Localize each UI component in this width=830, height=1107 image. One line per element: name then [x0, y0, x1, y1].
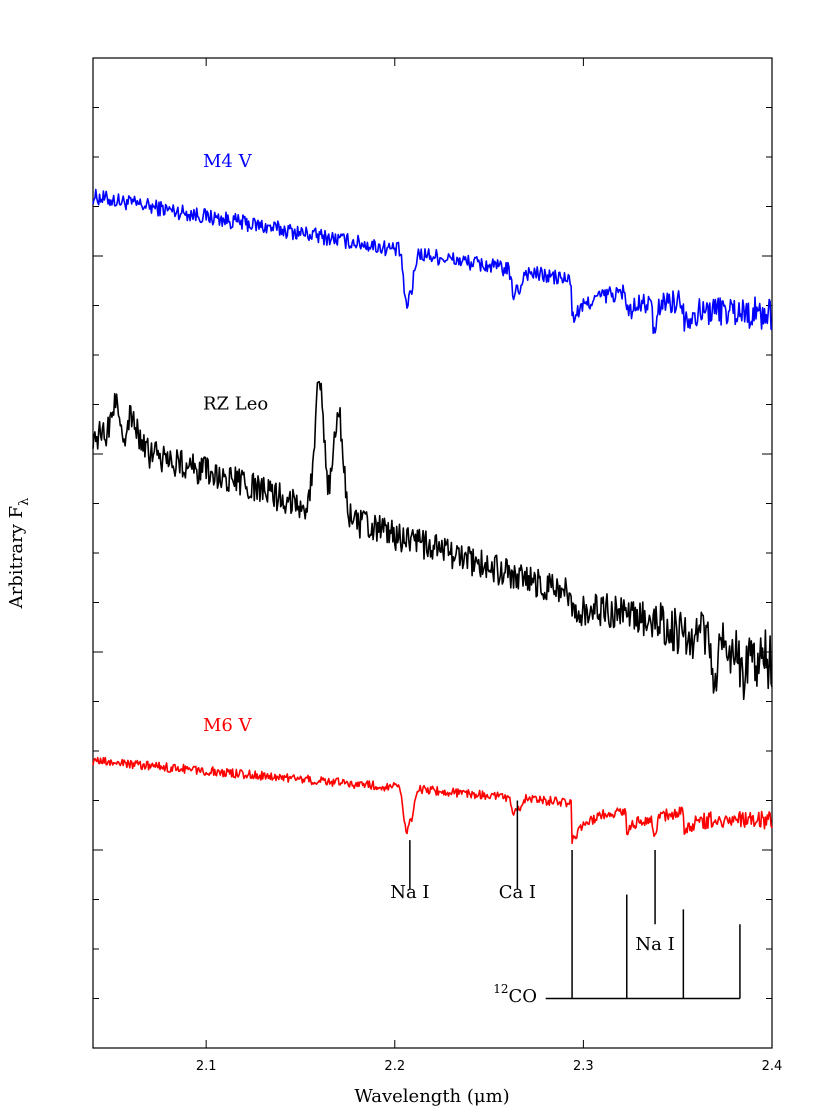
series-label: M4 V	[203, 151, 253, 172]
y-axis-label-subscript: λ	[17, 498, 32, 506]
co-label: 12CO	[493, 982, 537, 1007]
x-tick-label: 2.2	[384, 1059, 405, 1074]
y-ticks	[93, 107, 772, 999]
x-tick-label: 2.1	[196, 1059, 217, 1074]
series-layer: M4 V RZ Leo M6 V	[92, 151, 773, 845]
series-line	[92, 380, 773, 701]
series-line	[92, 188, 773, 335]
co-label-main: CO	[508, 986, 537, 1007]
x-axis-label: Wavelength (μm)	[354, 1086, 509, 1107]
x-tick-label: 2.3	[573, 1059, 594, 1074]
series-label: RZ Leo	[203, 393, 268, 414]
x-tick-label: 2.4	[762, 1059, 783, 1074]
x-ticks: 2.1 2.2 2.3 2.4	[196, 58, 783, 1074]
co-label-superscript: 12	[493, 982, 508, 996]
series-label: M6 V	[203, 715, 253, 736]
annotation-label: Na I	[390, 882, 429, 903]
y-axis-label-main: Arbitrary F	[6, 506, 27, 609]
y-axis-label: Arbitrary Fλ	[6, 498, 32, 610]
annotation-label: Ca I	[499, 882, 536, 903]
annotation-label: Na I	[635, 934, 674, 955]
annotation-layer: Na I Ca I Na I	[390, 800, 741, 1000]
series-line	[92, 756, 773, 845]
